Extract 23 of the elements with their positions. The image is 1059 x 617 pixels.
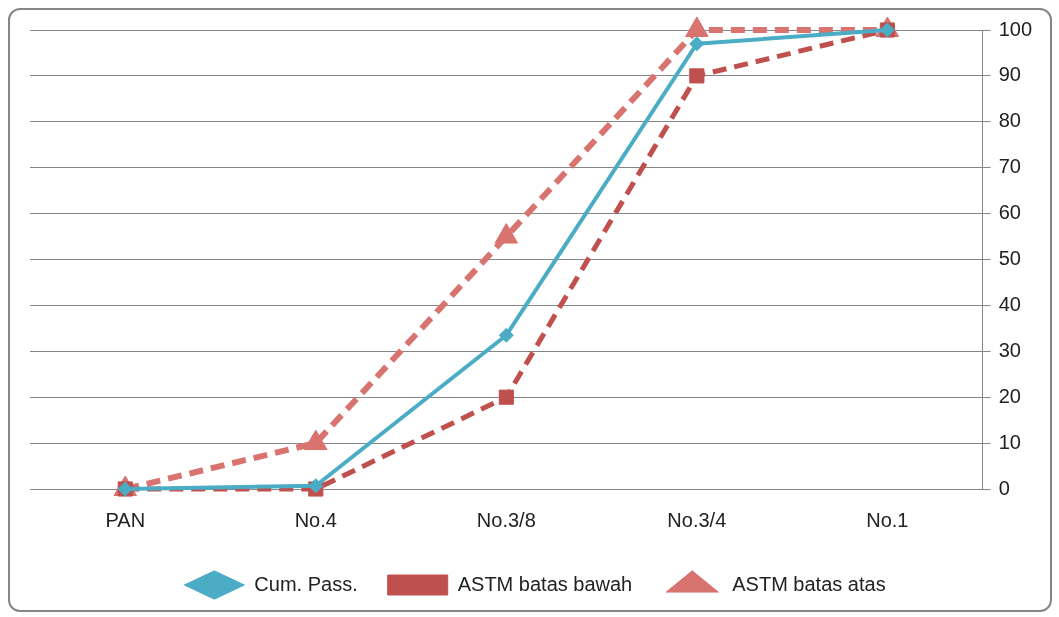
point (689, 68, 705, 84)
x-tick-label: No.1 (866, 508, 909, 531)
point (498, 327, 514, 343)
y-tick-label: 20 (998, 384, 1021, 407)
x-tick-label: No.4 (294, 508, 337, 531)
x-tick-label: PAN (105, 508, 146, 531)
y-tick-label: 60 (998, 201, 1021, 224)
legend-label: ASTM batas atas (732, 572, 886, 595)
y-tick-label: 50 (998, 247, 1021, 270)
y-tick-label: 40 (998, 292, 1021, 315)
legend-label: ASTM batas bawah (457, 572, 633, 595)
y-tick-label: 30 (998, 338, 1021, 361)
x-tick-label: No.3/8 (476, 508, 536, 531)
legend-label: Cum. Pass. (254, 572, 358, 595)
y-tick-label: 70 (998, 155, 1021, 178)
y-tick-label: 80 (998, 109, 1021, 132)
y-tick-label: 10 (998, 430, 1021, 453)
point (498, 389, 514, 405)
point (689, 36, 705, 52)
y-tick-label: 0 (998, 476, 1010, 499)
y-tick-label: 90 (998, 63, 1021, 86)
y-tick-label: 100 (998, 17, 1033, 40)
x-tick-label: No.3/4 (667, 508, 727, 531)
